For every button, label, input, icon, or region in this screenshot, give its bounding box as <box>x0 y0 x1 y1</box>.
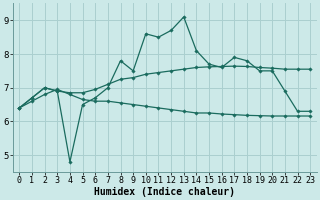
X-axis label: Humidex (Indice chaleur): Humidex (Indice chaleur) <box>94 186 235 197</box>
